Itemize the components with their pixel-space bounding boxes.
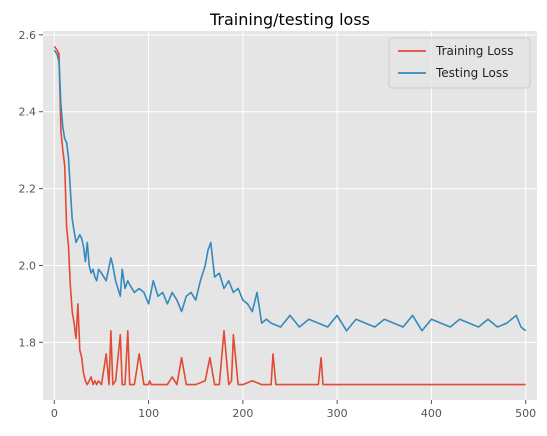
x-tick-label: 200: [232, 407, 253, 420]
y-axis: 1.8 2.0 2.2 2.4 2.6: [19, 29, 44, 350]
x-tick-label: 300: [327, 407, 348, 420]
y-tick-label: 2.2: [19, 183, 37, 196]
x-tick-label: 100: [138, 407, 159, 420]
x-tick-label: 0: [51, 407, 58, 420]
chart-title: Training/testing loss: [209, 10, 370, 29]
legend-label-testing: Testing Loss: [435, 66, 508, 80]
y-tick-label: 2.0: [19, 259, 37, 272]
legend-label-training: Training Loss: [435, 44, 513, 58]
x-axis: 0 100 200 300 400 500: [51, 400, 536, 420]
y-tick-label: 2.6: [19, 29, 37, 42]
x-tick-label: 400: [421, 407, 442, 420]
x-tick-label: 500: [515, 407, 536, 420]
y-tick-label: 1.8: [19, 336, 37, 349]
legend: Training Loss Testing Loss: [389, 38, 530, 88]
y-tick-label: 2.4: [19, 106, 37, 119]
